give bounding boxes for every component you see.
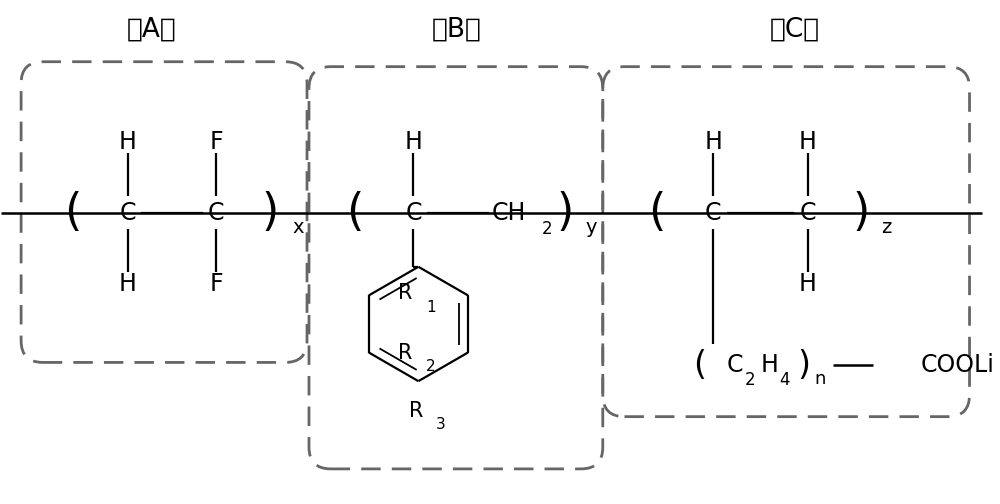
Text: ): )	[557, 191, 574, 234]
Text: C: C	[800, 201, 816, 225]
Text: F: F	[209, 272, 223, 295]
Text: H: H	[799, 272, 817, 295]
Text: 1: 1	[426, 300, 436, 314]
Text: H: H	[760, 353, 778, 377]
Text: C: C	[705, 201, 721, 225]
Text: (: (	[648, 191, 666, 234]
Text: 3: 3	[436, 417, 446, 432]
Text: CH: CH	[492, 201, 526, 225]
Text: H: H	[119, 130, 137, 154]
Text: ): )	[797, 349, 810, 382]
Text: C: C	[208, 201, 225, 225]
Text: H: H	[405, 130, 422, 154]
Text: ): )	[262, 191, 279, 234]
Text: 2: 2	[541, 220, 552, 238]
Text: F: F	[209, 130, 223, 154]
Text: 2: 2	[744, 371, 755, 389]
Text: COOLi: COOLi	[921, 353, 995, 377]
Text: H: H	[119, 272, 137, 295]
Text: C: C	[119, 201, 136, 225]
Text: H: H	[799, 130, 817, 154]
Text: 4: 4	[779, 371, 789, 389]
Text: (: (	[64, 191, 81, 234]
Text: R: R	[409, 401, 423, 421]
Text: ): )	[852, 191, 870, 234]
Text: x: x	[292, 218, 304, 237]
Text: （C）: （C）	[770, 16, 820, 42]
Text: R: R	[398, 343, 413, 362]
Text: (: (	[346, 191, 363, 234]
Text: （B）: （B）	[432, 16, 482, 42]
Text: z: z	[881, 218, 891, 237]
Text: n: n	[814, 370, 825, 388]
Text: C: C	[405, 201, 422, 225]
Text: C: C	[727, 353, 743, 377]
Text: （A）: （A）	[126, 16, 176, 42]
Text: 2: 2	[426, 359, 436, 374]
Text: R: R	[398, 283, 413, 303]
Text: H: H	[704, 130, 722, 154]
Text: y: y	[585, 218, 597, 237]
Text: (: (	[693, 349, 706, 382]
